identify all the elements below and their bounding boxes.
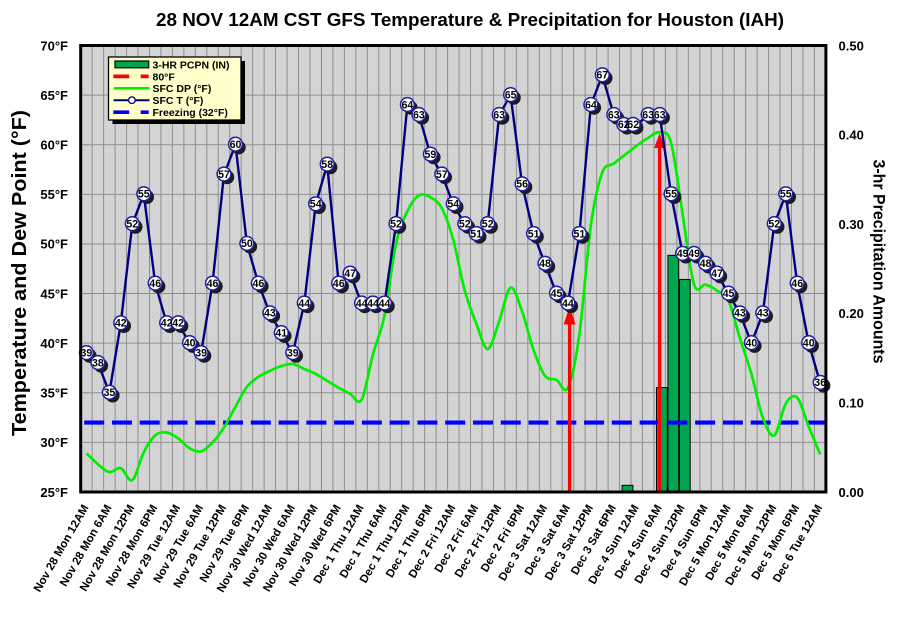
svg-text:39: 39 xyxy=(195,347,207,359)
svg-text:40: 40 xyxy=(746,338,758,350)
svg-text:55°F: 55°F xyxy=(40,187,68,202)
svg-text:SFC T (°F): SFC T (°F) xyxy=(153,95,204,107)
svg-text:46: 46 xyxy=(207,278,219,290)
svg-text:43: 43 xyxy=(734,308,746,320)
svg-text:80°F: 80°F xyxy=(153,71,176,83)
svg-text:48: 48 xyxy=(539,258,551,270)
svg-text:46: 46 xyxy=(253,278,265,290)
svg-text:55: 55 xyxy=(780,189,792,201)
svg-text:35: 35 xyxy=(104,387,116,399)
svg-text:62: 62 xyxy=(627,119,639,131)
svg-text:57: 57 xyxy=(436,169,448,181)
svg-text:63: 63 xyxy=(608,109,620,121)
svg-text:44: 44 xyxy=(298,298,310,310)
svg-text:28 NOV 12AM CST GFS Temperatur: 28 NOV 12AM CST GFS Temperature & Precip… xyxy=(156,10,784,30)
svg-text:62: 62 xyxy=(618,119,630,131)
svg-text:42: 42 xyxy=(172,318,184,330)
svg-text:52: 52 xyxy=(768,218,780,230)
svg-text:50°F: 50°F xyxy=(40,237,68,252)
svg-text:36: 36 xyxy=(814,377,826,389)
svg-text:30°F: 30°F xyxy=(40,435,68,450)
svg-text:40°F: 40°F xyxy=(40,336,68,351)
svg-text:38: 38 xyxy=(92,357,104,369)
svg-text:60: 60 xyxy=(230,139,242,151)
svg-text:45: 45 xyxy=(551,288,563,300)
svg-text:60°F: 60°F xyxy=(40,138,68,153)
svg-text:35°F: 35°F xyxy=(40,386,68,401)
svg-text:0.10: 0.10 xyxy=(839,396,864,411)
svg-text:48: 48 xyxy=(700,258,712,270)
svg-text:57: 57 xyxy=(218,169,230,181)
svg-text:46: 46 xyxy=(149,278,161,290)
svg-text:0.50: 0.50 xyxy=(839,38,864,53)
svg-text:3-HR PCPN (IN): 3-HR PCPN (IN) xyxy=(153,59,230,71)
svg-text:45°F: 45°F xyxy=(40,286,68,301)
svg-text:42: 42 xyxy=(161,318,173,330)
svg-text:41: 41 xyxy=(275,328,287,340)
svg-text:51: 51 xyxy=(528,228,540,240)
svg-text:63: 63 xyxy=(642,109,654,121)
svg-text:47: 47 xyxy=(711,268,723,280)
svg-text:49: 49 xyxy=(677,248,689,260)
svg-text:64: 64 xyxy=(585,99,597,111)
svg-text:63: 63 xyxy=(493,109,505,121)
svg-text:SFC DP (°F): SFC DP (°F) xyxy=(153,83,212,95)
svg-text:44: 44 xyxy=(562,298,574,310)
svg-text:63: 63 xyxy=(654,109,666,121)
svg-text:44: 44 xyxy=(356,298,368,310)
svg-text:44: 44 xyxy=(379,298,391,310)
svg-text:65: 65 xyxy=(505,89,517,101)
svg-text:25°F: 25°F xyxy=(40,485,68,500)
svg-text:67: 67 xyxy=(596,70,608,82)
svg-text:51: 51 xyxy=(470,228,482,240)
svg-text:52: 52 xyxy=(459,218,471,230)
svg-text:0.20: 0.20 xyxy=(839,306,864,321)
svg-text:40: 40 xyxy=(184,338,196,350)
svg-text:39: 39 xyxy=(81,347,93,359)
svg-text:54: 54 xyxy=(310,199,322,211)
svg-text:40: 40 xyxy=(803,338,815,350)
svg-text:63: 63 xyxy=(413,109,425,121)
svg-text:49: 49 xyxy=(688,248,700,260)
svg-text:39: 39 xyxy=(287,347,299,359)
svg-text:Freezing (32°F): Freezing (32°F) xyxy=(153,107,228,119)
svg-text:70°F: 70°F xyxy=(40,38,68,53)
svg-text:50: 50 xyxy=(241,238,253,250)
svg-text:64: 64 xyxy=(402,99,414,111)
svg-text:54: 54 xyxy=(447,199,459,211)
svg-text:52: 52 xyxy=(126,218,138,230)
svg-text:43: 43 xyxy=(757,308,769,320)
svg-text:58: 58 xyxy=(321,159,333,171)
svg-text:42: 42 xyxy=(115,318,127,330)
svg-text:52: 52 xyxy=(390,218,402,230)
svg-text:55: 55 xyxy=(138,189,150,201)
svg-text:0.40: 0.40 xyxy=(839,128,864,143)
svg-text:56: 56 xyxy=(516,179,528,191)
svg-text:0.30: 0.30 xyxy=(839,217,864,232)
svg-text:0.00: 0.00 xyxy=(839,485,864,500)
svg-text:44: 44 xyxy=(367,298,379,310)
svg-text:51: 51 xyxy=(574,228,586,240)
svg-text:3-hr Precipitation Amounts: 3-hr Precipitation Amounts xyxy=(870,160,888,364)
svg-text:59: 59 xyxy=(425,149,437,161)
svg-text:52: 52 xyxy=(482,218,494,230)
svg-text:65°F: 65°F xyxy=(40,88,68,103)
svg-text:46: 46 xyxy=(791,278,803,290)
svg-text:Temperature and Dew Point (°F): Temperature and Dew Point (°F) xyxy=(9,110,31,436)
svg-text:45: 45 xyxy=(723,288,735,300)
svg-text:55: 55 xyxy=(665,189,677,201)
svg-text:43: 43 xyxy=(264,308,276,320)
svg-text:46: 46 xyxy=(333,278,345,290)
svg-text:47: 47 xyxy=(344,268,356,280)
